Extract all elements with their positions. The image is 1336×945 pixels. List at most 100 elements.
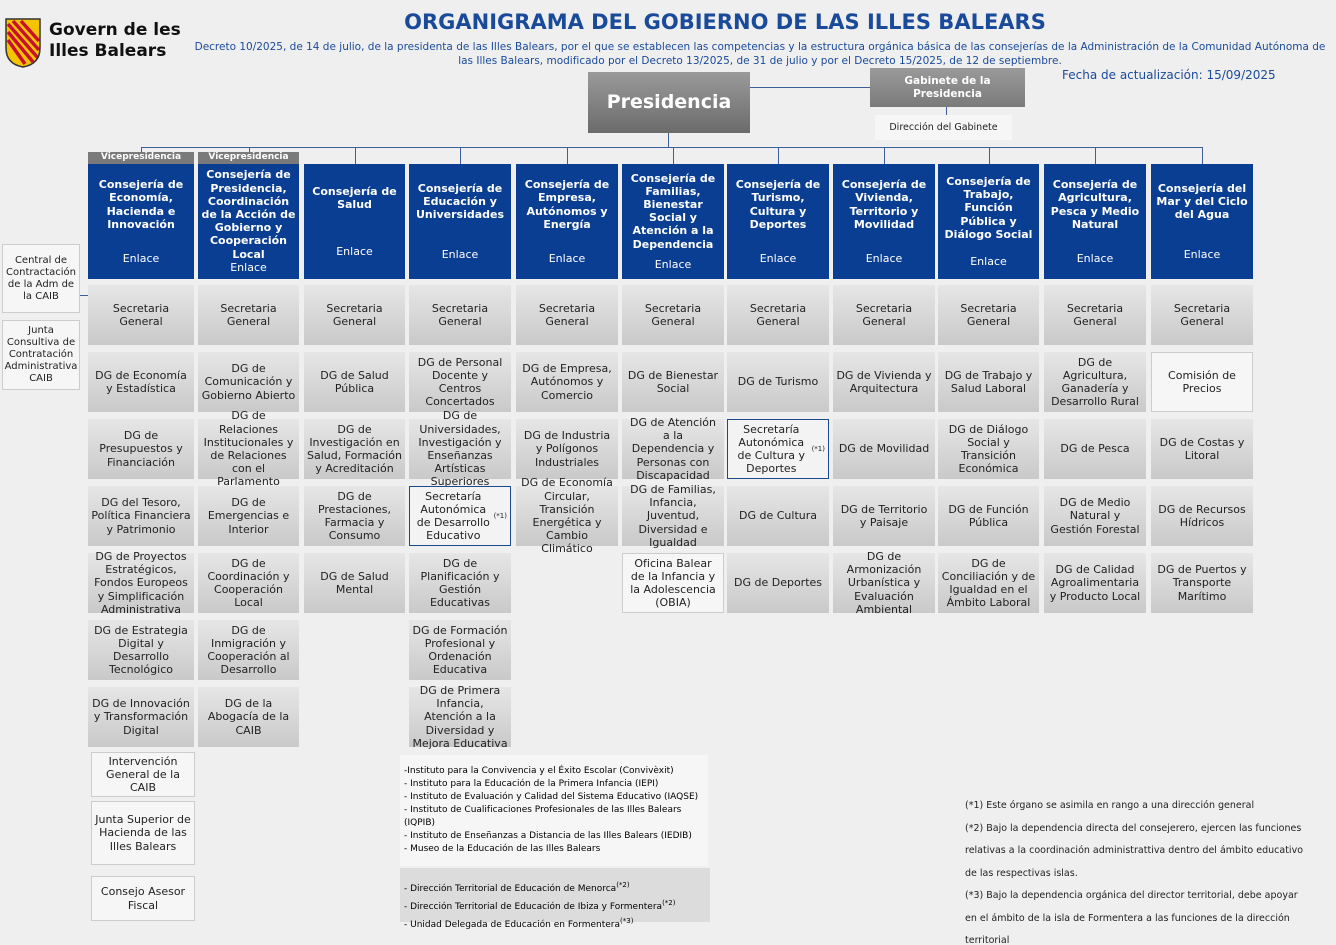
unit-label: DG de Familias, Infancia, Juventud, Dive… xyxy=(630,483,716,549)
department: Consejería de Agricultura, Pesca y Medio… xyxy=(1044,164,1146,279)
unit-label: DG de Presupuestos y Financiación xyxy=(99,429,183,469)
territorial-label: - Dirección Territorial de Educación de … xyxy=(404,884,617,894)
department-title: Consejería de Agricultura, Pesca y Medio… xyxy=(1050,178,1140,231)
unit: DG de Atención a la Dependencia y Person… xyxy=(622,416,724,482)
connector xyxy=(1202,147,1203,164)
department-title: Consejería de Educación y Universidades xyxy=(415,181,505,221)
department: Consejería de Vivienda, Territorio y Mov… xyxy=(833,164,935,279)
unit-label: Secretaria General xyxy=(749,301,807,328)
bottom-box: Junta Superior de Hacienda de las Illes … xyxy=(91,801,195,865)
unit: DG de Personal Docente y Centros Concert… xyxy=(409,352,511,412)
territorial-note: (*3) xyxy=(620,917,634,925)
unit-label: DG de Innovación y Transformación Digita… xyxy=(92,697,190,737)
unit-label: Secretaria General xyxy=(112,301,170,328)
unit-label: DG de Turismo xyxy=(737,375,819,389)
department: Consejería de Trabajo, Función Pública y… xyxy=(938,164,1039,279)
unit: DG de Presupuestos y Financiación xyxy=(88,419,194,479)
unit: Comisión de Precios xyxy=(1151,352,1253,412)
title: ORGANIGRAMA DEL GOBIERNO DE LAS ILLES BA… xyxy=(404,10,1046,34)
link-label: Enlace xyxy=(654,258,692,272)
unit: Secretaria General xyxy=(938,285,1039,345)
unit: Secretaría Autonómica de Desarrollo Educ… xyxy=(409,486,511,546)
unit-label: DG de Costas y Litoral xyxy=(1159,435,1245,462)
side-box: Central de Contractación de la Adm de la… xyxy=(2,244,80,313)
unit-label: DG de Salud Pública xyxy=(320,368,389,395)
logo-text: Govern de les Illes Balears xyxy=(49,20,181,62)
unit-label: Secretaria General xyxy=(220,301,277,328)
connector xyxy=(142,147,1202,148)
unit-label: DG de Bienestar Social xyxy=(627,368,719,395)
unit-note: (*1) xyxy=(811,444,825,453)
unit-label: DG de Investigación en Salud, Formación … xyxy=(307,422,402,476)
unit-label: DG de Personal Docente y Centros Concert… xyxy=(417,355,503,409)
unit-label: DG de Movilidad xyxy=(838,442,930,456)
unit: DG de Economía y Estadística xyxy=(88,352,194,412)
logo-shield xyxy=(5,18,41,68)
unit: DG de Coordinación y Cooperación Local xyxy=(198,553,299,613)
institute: - Instituto de Cualificaciones Profesion… xyxy=(404,805,682,828)
cabinet: Gabinete de la Presidencia xyxy=(870,68,1025,107)
vice-label: Vicepresidencia xyxy=(88,152,194,164)
unit-label: DG de Proyectos Estratégicos, Fondos Eur… xyxy=(94,550,188,616)
unit: DG de Conciliación y de Igualdad en el Á… xyxy=(938,553,1039,613)
unit-label: DG de Calidad Agroalimentaria y Producto… xyxy=(1049,563,1141,603)
connector xyxy=(946,107,947,115)
unit: DG de Formación Profesional y Ordenación… xyxy=(409,620,511,680)
institutes-box: -Instituto para la Convivencia y el Éxit… xyxy=(400,755,708,866)
connector xyxy=(673,147,674,164)
unit-label: Secretaria General xyxy=(1173,301,1231,328)
unit: Secretaria General xyxy=(727,285,829,345)
cabinet-direction: Dirección del Gabinete xyxy=(875,115,1012,140)
unit-label: DG de Industria y Polígonos Industriales xyxy=(523,429,611,469)
unit: Secretaria General xyxy=(88,285,194,345)
unit: DG de Industria y Polígonos Industriales xyxy=(516,419,618,479)
unit: DG de Relaciones Institucionales y de Re… xyxy=(198,409,299,488)
unit: DG de Costas y Litoral xyxy=(1151,419,1253,479)
unit: DG de Prestaciones, Farmacia y Consumo xyxy=(304,486,405,546)
connector xyxy=(668,133,669,147)
unit: Secretaria General xyxy=(516,285,618,345)
territorial-label: - Unidad Delegada de Educación en Formen… xyxy=(404,920,621,930)
logo-line: Illes Balears xyxy=(49,41,167,61)
vice-label: Vicepresidencia xyxy=(198,152,299,164)
unit: DG de Estrategia Digital y Desarrollo Te… xyxy=(88,620,194,680)
institute: - Instituto de Enseñanzas a Distancia de… xyxy=(404,831,692,841)
unit-label: DG de Vivienda y Arquitectura xyxy=(836,368,932,395)
connector xyxy=(778,147,779,164)
unit-label: Secretaria General xyxy=(538,301,596,328)
unit: DG del Tesoro, Política Financiera y Pat… xyxy=(88,486,194,546)
department: Consejería de Turismo, Cultura y Deporte… xyxy=(727,164,829,279)
link-label: Enlace xyxy=(230,261,267,275)
unit: DG de Puertos y Transporte Marítimo xyxy=(1151,553,1253,613)
bottom-box: Intervención General de la CAIB xyxy=(91,752,195,797)
connector xyxy=(988,147,990,164)
link-label: Enlace xyxy=(122,251,160,265)
link-label: Enlace xyxy=(970,254,1007,268)
update-date: Fecha de actualización: 15/09/2025 xyxy=(1062,68,1276,82)
note: (*2) Bajo la dependencia directa del con… xyxy=(965,822,1304,879)
unit-label: DG de Pesca xyxy=(1060,442,1130,456)
unit: DG de Armonización Urbanística y Evaluac… xyxy=(833,550,935,616)
unit: DG de Emergencias e Interior xyxy=(198,486,299,546)
connector xyxy=(80,295,88,296)
territorial-note: (*2) xyxy=(662,899,676,907)
institute: - Instituto para la Educación de la Prim… xyxy=(404,779,659,789)
unit: DG de Función Pública xyxy=(938,486,1039,546)
unit-label: DG de Relaciones Institucionales y de Re… xyxy=(203,409,294,489)
unit-label: DG de Diálogo Social y Transición Económ… xyxy=(948,422,1029,476)
department: Consejería de Familias, Bienestar Social… xyxy=(622,164,724,279)
unit-label: DG de Economía y Estadística xyxy=(95,368,187,395)
unit: DG de Comunicación y Gobierno Abierto xyxy=(198,352,299,412)
unit: Secretaria General xyxy=(1044,285,1146,345)
department-title: Consejería de Salud xyxy=(312,184,397,212)
unit: DG de Salud Mental xyxy=(304,553,405,613)
unit: DG de Familias, Infancia, Juventud, Dive… xyxy=(622,483,724,549)
unit: DG de Pesca xyxy=(1044,419,1146,479)
link-label: Enlace xyxy=(865,251,903,265)
note: (*3) Bajo la dependencia orgánica del di… xyxy=(965,890,1298,945)
unit-label: Secretaria General xyxy=(326,301,383,328)
unit: Secretaría Autonómica de Cultura y Depor… xyxy=(727,419,829,479)
unit: DG de Innovación y Transformación Digita… xyxy=(88,687,194,747)
unit-label: Comisión de Precios xyxy=(1168,368,1236,395)
unit: DG de Vivienda y Arquitectura xyxy=(833,352,935,412)
